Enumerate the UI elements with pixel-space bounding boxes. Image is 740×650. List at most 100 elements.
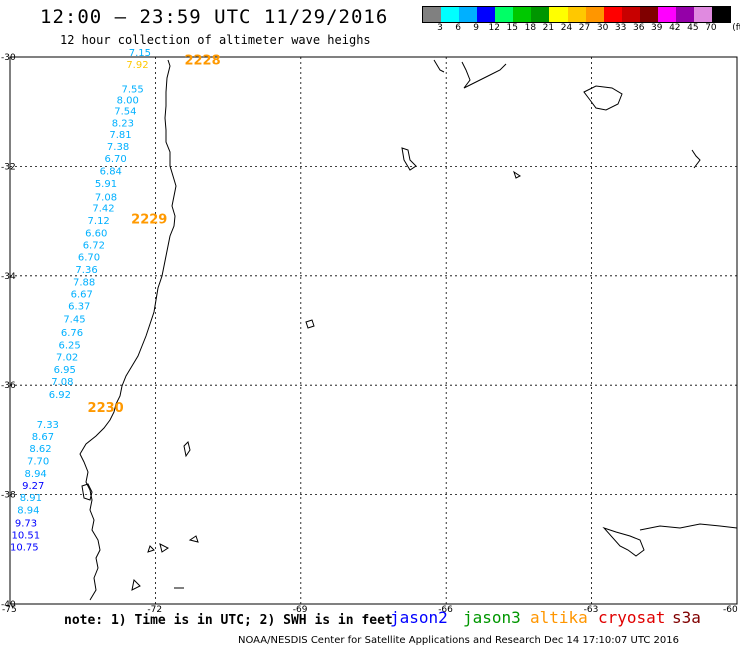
legend-cryosat: cryosat [598,608,666,627]
map-title: 12:00 – 23:59 UTC 11/29/2016 [40,6,389,28]
wave-height-value: 6.37 [68,302,90,313]
wave-height-value: 6.70 [78,252,100,263]
wave-height-value: 6.60 [85,228,107,239]
longitude-label: -75 [2,605,17,615]
footnote: note: 1) Time is in UTC; 2) SWH is in fe… [64,613,393,628]
scale-swatch [495,7,514,22]
latitude-label: -30 [1,53,16,63]
scale-swatch [441,7,460,22]
longitude-label: -63 [584,605,599,615]
longitude-labels: -75 -72 -69 -66 -63 -60 [2,605,738,615]
scale-label: 15 [506,23,519,33]
wave-height-value: 7.42 [92,203,114,214]
scale-swatch [513,7,532,22]
map-subtitle: 12 hour collection of altimeter wave hei… [60,33,371,47]
scale-label: 30 [596,23,609,33]
wave-height-color-scale [422,6,731,23]
scale-swatch [531,7,550,22]
latitude-label: -36 [1,381,16,391]
wave-height-value: 8.00 [117,95,139,106]
scale-label: 3 [437,23,443,33]
pass-number-label: 2228 [184,54,220,69]
wave-height-value: 8.91 [20,493,42,504]
scale-label: 24 [560,23,573,33]
legend-s3a: s3a [672,608,701,627]
wave-height-value: 6.25 [58,341,80,352]
wave-height-value: 8.62 [29,444,51,455]
scale-label: 39 [651,23,663,33]
credit-line: NOAA/NESDIS Center for Satellite Applica… [238,635,680,646]
scale-unit: (ft) [732,23,740,33]
scale-label: 9 [473,23,480,33]
scale-label: 6 [455,23,461,33]
wave-height-value: 6.70 [105,154,127,165]
scale-swatch [639,7,658,22]
wave-height-value: 9.27 [22,481,44,492]
wave-height-value: 6.84 [100,167,122,178]
wave-height-value: 7.45 [63,314,85,325]
scale-label: 18 [524,23,537,33]
wave-height-value: 5.91 [95,179,117,190]
longitude-label: -72 [147,605,162,615]
latitude-label: -38 [1,491,16,501]
scale-swatch [712,7,731,22]
scale-swatch [603,7,622,22]
wave-height-value: 7.38 [107,142,129,153]
wave-height-value: 9.73 [15,518,37,529]
wave-height-value: 7.33 [37,420,59,431]
scale-label: 45 [687,23,699,33]
scale-label: 70 [705,23,717,33]
inland-lakes [131,441,199,591]
latitude-labels: -30 -32 -34 -36 -38 -40 [1,53,16,610]
scale-label: 27 [578,23,591,33]
wave-height-value: 7.08 [51,377,73,388]
map-frame [9,56,738,605]
longitude-label: -69 [293,605,308,615]
scale-label: 42 [669,23,681,33]
wave-height-value: 10.51 [11,530,40,541]
wave-height-value: 7.54 [114,106,136,117]
wave-height-value: 7.08 [95,192,117,203]
wave-height-value: 7.02 [56,353,78,364]
wave-height-value: 6.76 [61,328,83,339]
wave-height-value: 6.95 [54,365,76,376]
scale-swatch [621,7,640,22]
wave-height-value: 7.36 [75,265,97,276]
pass-number-label: 2229 [131,212,167,227]
wave-height-value: 7.81 [109,130,131,141]
wave-height-value: 10.75 [10,542,39,553]
scale-swatch [567,7,586,22]
wave-height-value: 7.55 [121,85,143,96]
lake-coast-north [401,59,701,179]
wave-height-value: 7.92 [126,60,148,71]
scale-swatch [675,7,694,22]
wave-height-value: 8.94 [25,469,47,480]
latitude-label: -32 [1,162,16,172]
scale-swatch [585,7,604,22]
bay-coast-south [602,523,738,557]
pass-labels: 2228 2229 2230 [88,54,221,416]
scale-label: 21 [542,23,555,33]
pass-number-label: 2230 [88,401,124,416]
scale-swatch [657,7,676,22]
legend-altika: altika [530,608,588,627]
longitude-label: -60 [723,605,738,615]
wave-height-value: 7.88 [73,278,95,289]
wave-height-value: 8.94 [17,506,39,517]
juan-fernandez-island [305,319,315,329]
wave-height-value: 8.67 [32,432,54,443]
scale-label: 36 [632,23,645,33]
latitude-label: -34 [1,272,16,282]
scale-swatch [459,7,478,22]
scale-label: 12 [488,23,500,33]
wave-height-value: 6.67 [71,290,93,301]
wave-height-value: 7.70 [27,457,49,468]
latitude-label: -40 [1,600,16,610]
scale-swatch [423,7,442,22]
graticule [10,57,737,604]
longitude-label: -66 [438,605,453,615]
altimeter-observations: 7.157.927.558.007.548.237.817.386.706.84… [10,48,151,553]
wave-height-value: 7.12 [88,216,110,227]
scale-label: 33 [614,23,627,33]
